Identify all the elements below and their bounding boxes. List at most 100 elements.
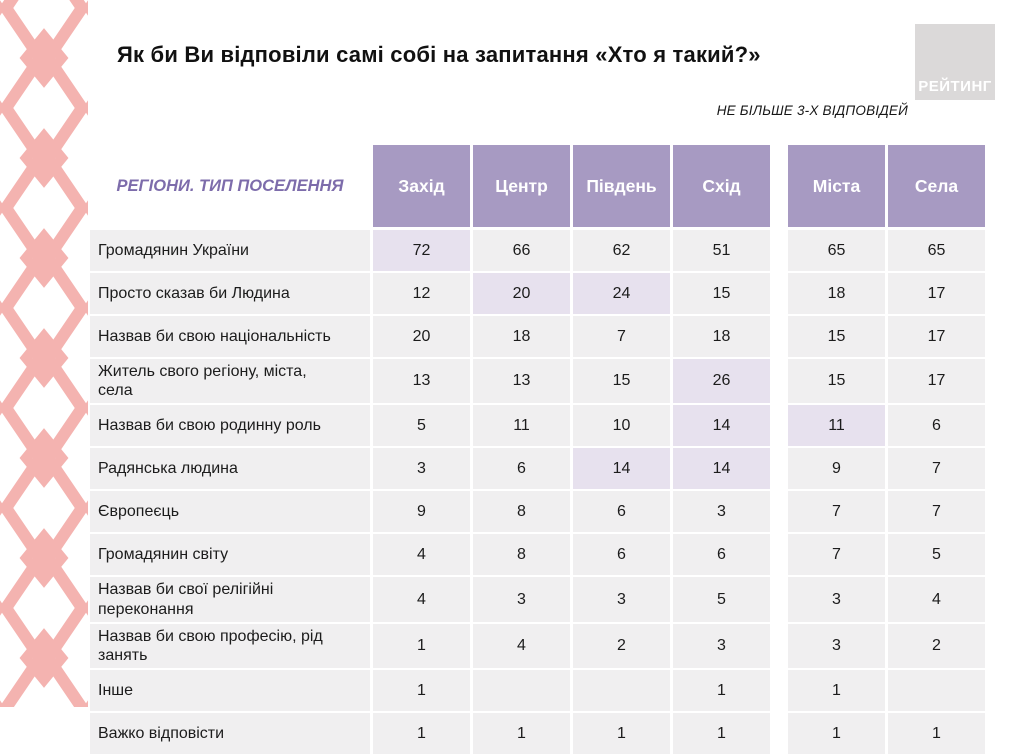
column-header: Схід: [673, 145, 770, 227]
value-cell: 1: [888, 713, 985, 755]
value-cell: 11: [788, 405, 885, 447]
column-group-gap: [773, 316, 785, 357]
column-group-gap: [773, 713, 785, 754]
table-row: Громадянин світу 4 8 6 6 7 5: [90, 534, 985, 576]
column-group-gap: [773, 359, 785, 403]
value-cell: 7: [788, 534, 885, 576]
value-cell: 14: [673, 405, 770, 447]
value-cell: 4: [373, 534, 470, 576]
value-cell: 1: [373, 713, 470, 755]
row-label: Назвав би свою родинну роль: [90, 405, 370, 447]
value-cell: 10: [573, 405, 670, 447]
value-cell: [573, 670, 670, 712]
table-row: Назвав би свою родинну роль 5 11 10 14 11 6: [90, 405, 985, 447]
value-cell: 13: [473, 359, 570, 404]
value-cell: 1: [573, 713, 670, 755]
table-row: Радянська людина 3 6 14 14 9 7: [90, 448, 985, 490]
value-cell: 14: [573, 448, 670, 490]
value-cell: 6: [473, 448, 570, 490]
column-group-gap: [773, 491, 785, 532]
column-group-gap: [773, 534, 785, 575]
value-cell: 2: [573, 623, 670, 669]
value-cell: 15: [673, 273, 770, 314]
table-row: Житель свого регіону, міста, села 13 13 15 2…: [90, 359, 985, 404]
value-cell: 11: [473, 405, 570, 447]
value-cell: 51: [673, 230, 770, 271]
row-label: Просто сказав би Людина: [90, 273, 370, 314]
value-cell: 65: [788, 230, 885, 271]
row-label: Назвав би свою національність: [90, 316, 370, 357]
value-cell: 8: [473, 491, 570, 533]
value-cell: 18: [473, 316, 570, 357]
value-cell: 65: [888, 230, 985, 271]
row-label: Радянська людина: [90, 448, 370, 490]
value-cell: 1: [788, 713, 885, 755]
row-label: Важко відповісти: [90, 713, 370, 755]
column-group-gap: [773, 670, 785, 711]
value-cell: 1: [473, 713, 570, 755]
value-cell: 24: [573, 273, 670, 314]
value-cell: 9: [373, 491, 470, 533]
value-cell: 4: [473, 623, 570, 669]
value-cell: 18: [788, 273, 885, 314]
row-label: Інше: [90, 670, 370, 712]
value-cell: 2: [888, 623, 985, 669]
value-cell: 9: [788, 448, 885, 490]
table-row: Назвав би свою професію, рід занять 1 4 2 3 3…: [90, 623, 985, 669]
value-cell: 5: [673, 577, 770, 622]
value-cell: 12: [373, 273, 470, 314]
value-cell: 1: [673, 713, 770, 755]
value-cell: 6: [573, 534, 670, 576]
row-label: Назвав би свою професію, рід занять: [90, 623, 370, 669]
value-cell: 17: [888, 316, 985, 357]
value-cell: 1: [373, 623, 470, 669]
value-cell: 3: [788, 577, 885, 622]
value-cell: 7: [888, 491, 985, 533]
table-row: Просто сказав би Людина 12 20 24 15 18 17: [90, 273, 985, 314]
value-cell: 6: [573, 491, 670, 533]
value-cell: 15: [788, 316, 885, 357]
column-header: Міста: [788, 145, 885, 227]
value-cell: 18: [673, 316, 770, 357]
value-cell: 4: [373, 577, 470, 622]
column-header: Захід: [373, 145, 470, 227]
value-cell: 17: [888, 359, 985, 404]
row-label: Житель свого регіону, міста, села: [90, 359, 370, 404]
rating-logo: РЕЙТИНГ: [915, 24, 995, 100]
table-row: Європеєць 9 8 6 3 7 7: [90, 491, 985, 533]
value-cell: 7: [888, 448, 985, 490]
value-cell: 3: [788, 623, 885, 669]
column-group-gap: [773, 145, 785, 227]
value-cell: 17: [888, 273, 985, 314]
row-label: Європеєць: [90, 491, 370, 533]
table-row: Назвав би свою національність 20 18 7 18 15 17: [90, 316, 985, 357]
value-cell: 1: [373, 670, 470, 712]
value-cell: 7: [788, 491, 885, 533]
corner-header-label: РЕГІОНИ. ТИП ПОСЕЛЕННЯ: [116, 176, 344, 195]
value-cell: 6: [673, 534, 770, 576]
value-cell: 66: [473, 230, 570, 271]
column-group-gap: [773, 230, 785, 271]
value-cell: 3: [373, 448, 470, 490]
value-cell: 3: [573, 577, 670, 622]
value-cell: 62: [573, 230, 670, 271]
value-cell: 8: [473, 534, 570, 576]
value-cell: 6: [888, 405, 985, 447]
row-label: Назвав би свої релігійні переконання: [90, 577, 370, 622]
value-cell: 15: [788, 359, 885, 404]
table-row: Інше 1 1 1: [90, 670, 985, 712]
embroidery-ornament: [0, 0, 88, 707]
value-cell: 5: [373, 405, 470, 447]
value-cell: 7: [573, 316, 670, 357]
value-cell: [888, 670, 985, 712]
table-header-row: РЕГІОНИ. ТИП ПОСЕЛЕННЯ Захід Центр Південь С…: [90, 145, 985, 227]
table-row: Важко відповісти 1 1 1 1 1 1: [90, 713, 985, 755]
value-cell: 14: [673, 448, 770, 490]
column-group-gap: [773, 577, 785, 621]
column-group-gap: [773, 624, 785, 668]
value-cell: 13: [373, 359, 470, 404]
column-group-gap: [773, 405, 785, 446]
column-group-gap: [773, 273, 785, 314]
column-header: Південь: [573, 145, 670, 227]
value-cell: 72: [373, 230, 470, 271]
